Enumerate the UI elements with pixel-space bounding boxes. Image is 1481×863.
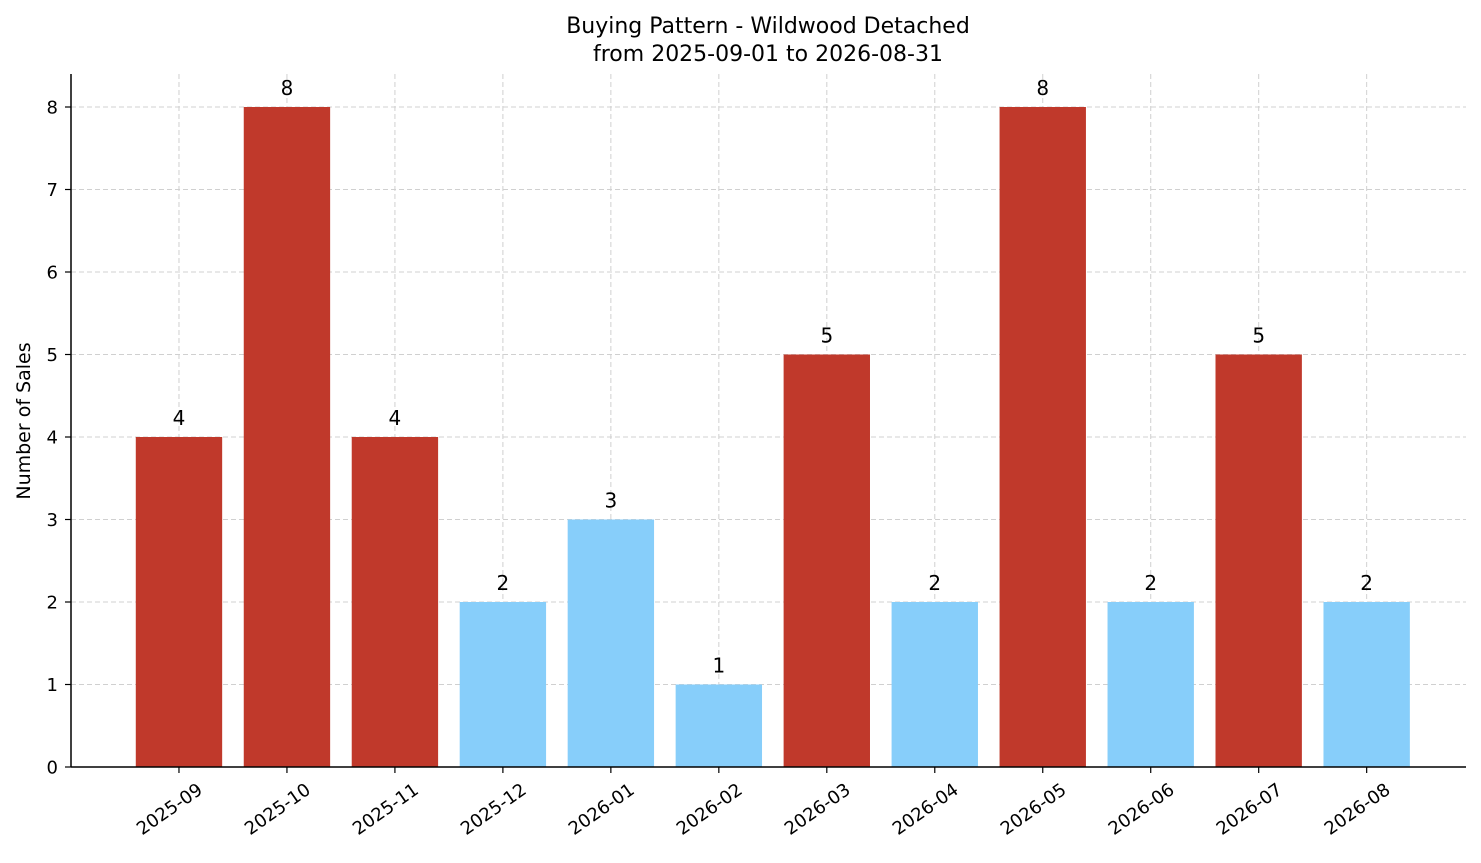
bar-2026-03 <box>783 354 870 767</box>
data-label-2026-01: 3 <box>604 489 617 513</box>
bar-2026-06 <box>1107 602 1194 767</box>
x-tick-label: 2026-05 <box>997 779 1071 839</box>
data-labels: 4 8 4 2 3 1 5 2 8 2 5 2 <box>173 76 1373 678</box>
bar-2026-02 <box>675 684 763 767</box>
bar-2026-08 <box>1323 602 1410 767</box>
x-tick-label: 2026-07 <box>1213 779 1287 839</box>
y-tick-label: 0 <box>47 758 58 779</box>
bar-2026-04 <box>891 602 978 767</box>
bar-2025-11 <box>351 437 439 767</box>
x-tick-label: 2025-10 <box>241 779 315 839</box>
y-tick-label: 6 <box>47 263 58 284</box>
data-label-2025-11: 4 <box>389 406 402 430</box>
x-tick-label: 2025-12 <box>457 779 531 839</box>
bar-2025-09 <box>135 437 223 767</box>
bar-2025-12 <box>459 602 547 767</box>
bars <box>135 107 1410 767</box>
data-label-2026-07: 5 <box>1252 324 1265 348</box>
x-tick-label: 2026-01 <box>565 779 639 839</box>
y-tick-label: 7 <box>47 180 58 201</box>
bar-2026-05 <box>999 107 1086 767</box>
y-tick-label: 3 <box>47 510 58 531</box>
x-tick-label: 2026-03 <box>781 779 855 839</box>
data-label-2026-05: 8 <box>1036 76 1049 100</box>
chart-title: Buying Pattern - Wildwood Detached <box>566 14 970 39</box>
data-label-2026-02: 1 <box>712 654 725 678</box>
x-tick-label: 2026-04 <box>889 779 963 839</box>
y-tick-label: 2 <box>47 593 58 614</box>
data-label-2026-04: 2 <box>928 571 941 595</box>
chart-subtitle: from 2025-09-01 to 2026-08-31 <box>593 42 943 67</box>
x-tick-label: 2026-08 <box>1321 779 1395 839</box>
data-label-2026-03: 5 <box>820 324 833 348</box>
data-label-2026-06: 2 <box>1144 571 1157 595</box>
bar-2026-01 <box>567 519 655 767</box>
data-label-2025-12: 2 <box>497 571 510 595</box>
y-tick-label: 8 <box>47 98 58 119</box>
y-tick-label: 5 <box>47 345 58 366</box>
x-tick-label: 2026-02 <box>673 779 747 839</box>
y-tick-label: 4 <box>47 428 58 449</box>
axes <box>65 74 1466 773</box>
y-axis-label: Number of Sales <box>13 342 35 499</box>
x-tick-label: 2025-09 <box>133 779 207 839</box>
data-label-2025-10: 8 <box>281 76 294 100</box>
x-tick-label: 2026-06 <box>1105 779 1179 839</box>
y-tick-label: 1 <box>47 675 58 696</box>
data-label-2026-08: 2 <box>1360 571 1373 595</box>
data-label-2025-09: 4 <box>173 406 186 430</box>
bar-2026-07 <box>1215 354 1302 767</box>
x-tick-label: 2025-11 <box>349 779 423 839</box>
bar-2025-10 <box>243 107 331 767</box>
